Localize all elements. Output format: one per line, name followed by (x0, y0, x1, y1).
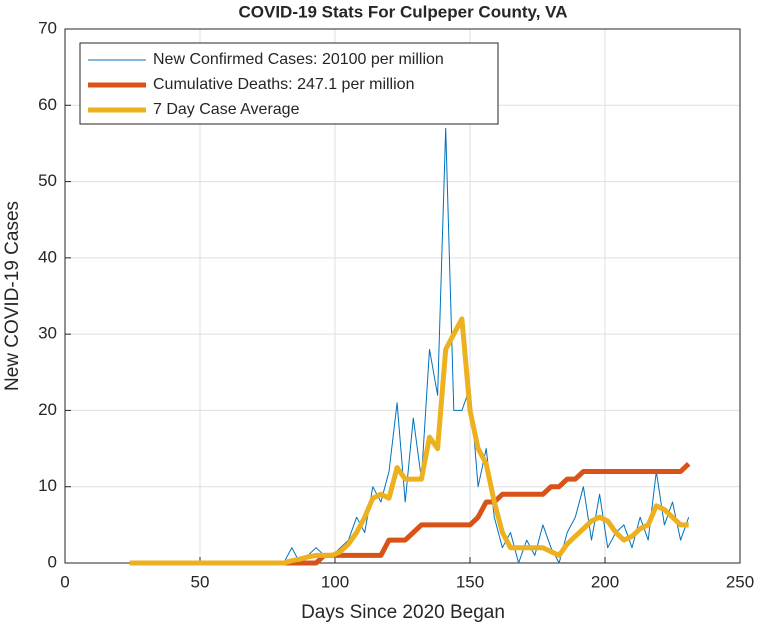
legend-label: Cumulative Deaths: 247.1 per million (153, 76, 414, 93)
legend-label: New Confirmed Cases: 20100 per million (153, 51, 444, 68)
x-tick-label: 150 (456, 572, 484, 591)
y-tick-label: 50 (38, 171, 57, 190)
x-axis-label: Days Since 2020 Began (301, 602, 505, 623)
y-tick-label: 20 (38, 400, 57, 419)
y-tick-label: 30 (38, 324, 57, 343)
legend-box (79, 42, 499, 125)
y-tick-label: 10 (38, 476, 57, 495)
y-tick-label: 40 (38, 247, 57, 266)
x-tick-label: 50 (191, 572, 210, 591)
chart-title: COVID-19 Stats For Culpeper County, VA (238, 2, 567, 21)
y-tick-label: 0 (48, 552, 57, 571)
legend-label: 7 Day Case Average (153, 101, 300, 118)
x-tick-label: 0 (60, 572, 69, 591)
x-tick-label: 250 (726, 572, 754, 591)
y-tick-label: 60 (38, 95, 57, 114)
x-tick-label: 100 (321, 572, 349, 591)
data-line (129, 316, 689, 566)
axes-box (64, 28, 741, 564)
x-tick-label: 200 (591, 572, 619, 591)
y-tick-label: 70 (38, 18, 57, 37)
y-axis-label: New COVID-19 Cases (2, 201, 23, 391)
